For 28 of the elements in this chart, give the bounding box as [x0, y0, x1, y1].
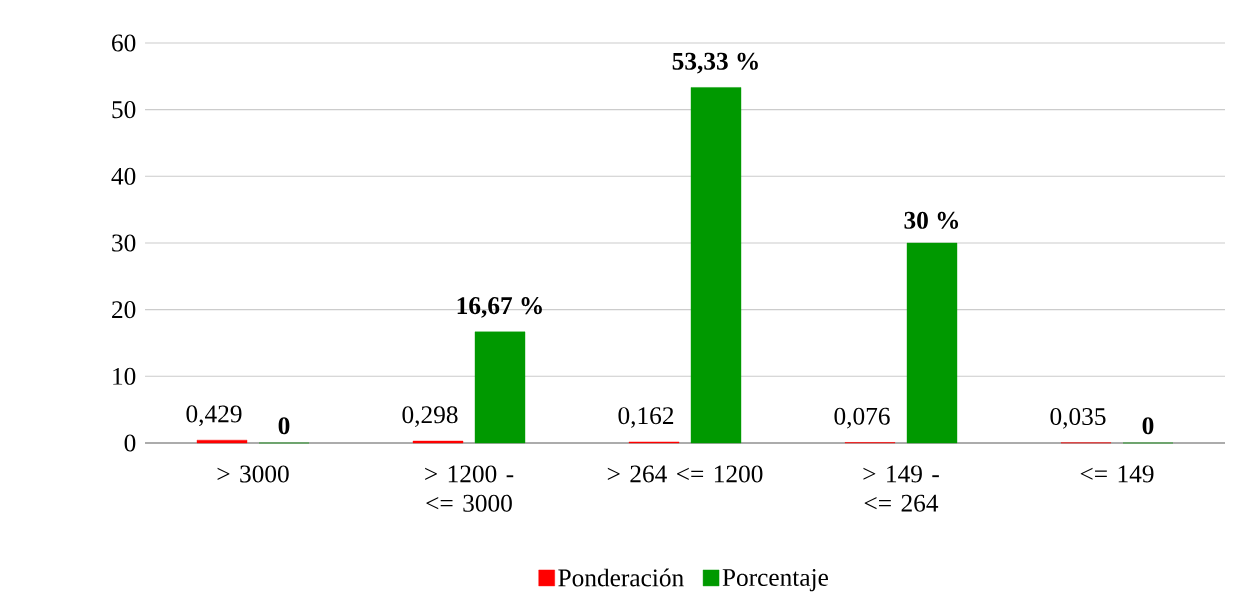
- x-tick-label: > 1200 - <= 3000: [425, 465, 514, 512]
- y-tick-label: 60: [112, 34, 136, 52]
- x-tick-label: > 3000: [217, 465, 289, 483]
- data-label: 0,035: [1050, 407, 1106, 429]
- bar: [474, 331, 526, 444]
- y-tick-label: 10: [113, 367, 136, 385]
- bar: [906, 242, 958, 444]
- data-label: 0,162: [618, 407, 674, 428]
- data-label: 0: [278, 417, 290, 435]
- data-label: 0: [1142, 417, 1154, 435]
- data-label: 0,429: [186, 405, 242, 427]
- bar: [196, 439, 248, 444]
- legend-label: Ponderación: [558, 568, 684, 587]
- x-tick-label: > 264 <= 1200: [607, 465, 763, 483]
- y-tick-label: 50: [112, 101, 136, 119]
- y-tick-label: 20: [112, 301, 136, 319]
- data-label: 0,298: [402, 406, 458, 427]
- data-label: 30 %: [904, 211, 959, 229]
- x-tick-label: <= 149: [1080, 465, 1154, 483]
- bar: [690, 87, 742, 444]
- legend-label: Porcentaje: [722, 569, 828, 592]
- data-label: 0,076: [834, 407, 890, 429]
- data-label: 16,67 %: [457, 297, 542, 318]
- x-tick-label: > 149 - <= 264: [863, 465, 939, 512]
- y-tick-label: 40: [111, 167, 136, 185]
- y-tick-label: 30: [112, 234, 136, 252]
- data-label: 53,33 %: [672, 52, 758, 74]
- y-tick-label: 0: [124, 434, 136, 452]
